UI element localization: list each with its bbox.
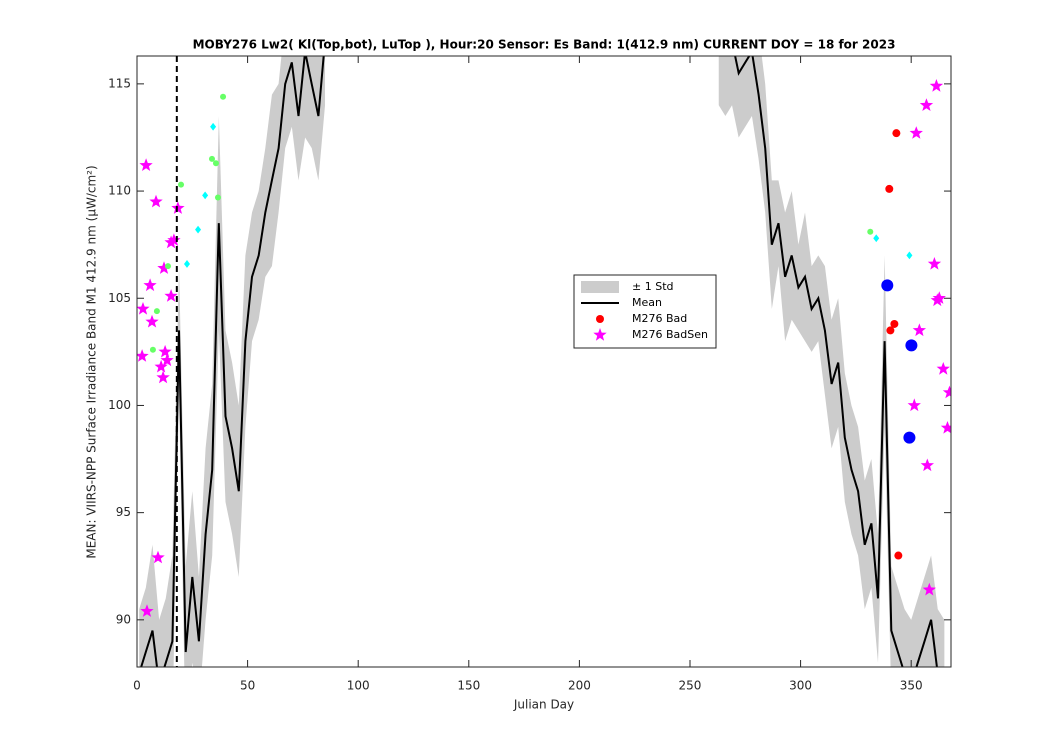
diamond-marker — [906, 251, 913, 260]
x-tick-label: 200 — [568, 679, 591, 693]
dot-marker — [214, 194, 221, 201]
star-marker — [154, 359, 168, 373]
y-tick-label: 95 — [116, 505, 131, 519]
x-tick-label: 300 — [789, 679, 812, 693]
dot-marker — [892, 129, 901, 138]
star-marker — [920, 458, 934, 472]
legend-label: M276 Bad — [632, 312, 687, 325]
legend-label: ± 1 Std — [632, 280, 674, 293]
star-marker — [942, 385, 951, 399]
dot-marker — [881, 279, 894, 292]
star-marker — [922, 582, 936, 596]
star-marker — [919, 98, 934, 111]
star-marker — [171, 201, 185, 214]
dot-marker — [903, 431, 916, 444]
y-tick-label: 105 — [108, 291, 131, 305]
axes-box — [136, 55, 952, 668]
star-marker — [940, 421, 951, 434]
x-tick-label: 250 — [679, 679, 702, 693]
star-marker — [912, 323, 926, 337]
star-marker — [151, 550, 165, 564]
dot-marker — [867, 228, 874, 235]
legend-swatch — [596, 315, 604, 323]
star-marker — [140, 604, 154, 617]
std-band — [139, 56, 326, 667]
legend-swatch — [593, 328, 607, 341]
diamond-marker — [202, 191, 209, 200]
diamond-marker — [183, 260, 190, 268]
chart-title: MOBY276 Lw2( Kl(Top,bot), LuTop ), Hour:… — [193, 38, 896, 52]
diamond-marker — [210, 122, 217, 131]
dot-marker — [208, 155, 215, 162]
dot-marker — [178, 181, 185, 188]
diamond-marker — [195, 225, 202, 234]
dot-marker — [890, 319, 899, 328]
star-marker — [160, 353, 174, 367]
legend-swatch — [581, 281, 619, 293]
x-tick-label: 350 — [900, 679, 923, 693]
x-tick-label: 150 — [457, 679, 480, 693]
dot-marker — [153, 308, 160, 315]
data-layer — [137, 56, 951, 667]
x-tick-label: 50 — [240, 679, 255, 693]
y-tick-label: 100 — [108, 398, 131, 412]
legend-label: M276 BadSen — [632, 328, 708, 341]
diamond-marker — [873, 234, 880, 243]
dot-marker — [164, 263, 171, 270]
star-marker — [158, 344, 172, 358]
x-tick-label: 100 — [347, 679, 370, 693]
star-marker — [156, 370, 170, 384]
star-marker — [145, 314, 159, 328]
star-marker — [164, 289, 178, 302]
dot-marker — [212, 160, 219, 167]
y-tick-label: 115 — [108, 76, 131, 90]
star-marker — [137, 349, 149, 362]
dot-marker — [894, 551, 903, 560]
star-marker — [936, 362, 950, 375]
y-axis-label: MEAN: VIIRS-NPP Surface Irradiance Band … — [85, 165, 99, 558]
dot-marker — [885, 184, 894, 193]
dot-marker — [886, 326, 895, 335]
star-marker — [137, 302, 150, 315]
y-tick-label: 90 — [116, 612, 131, 626]
star-marker — [932, 291, 946, 304]
star-marker — [157, 261, 171, 274]
star-marker — [149, 194, 163, 208]
star-marker — [164, 235, 178, 249]
dot-marker — [149, 346, 156, 353]
star-marker — [929, 79, 944, 92]
star-marker — [139, 158, 153, 171]
dot-marker — [905, 339, 918, 352]
star-marker — [909, 126, 923, 139]
y-tick-label: 110 — [108, 184, 131, 198]
star-marker — [907, 398, 921, 412]
x-tick-label: 0 — [133, 679, 141, 693]
legend: ± 1 Std Mean M276 Bad M276 BadSen — [573, 274, 717, 349]
star-marker — [927, 257, 942, 270]
mean-line — [140, 56, 938, 667]
star-marker — [930, 293, 944, 307]
star-marker — [143, 278, 157, 292]
legend-label: Mean — [632, 296, 662, 309]
dot-marker — [220, 93, 227, 100]
x-axis-label: Julian Day — [513, 698, 574, 712]
star-marker — [167, 233, 181, 246]
